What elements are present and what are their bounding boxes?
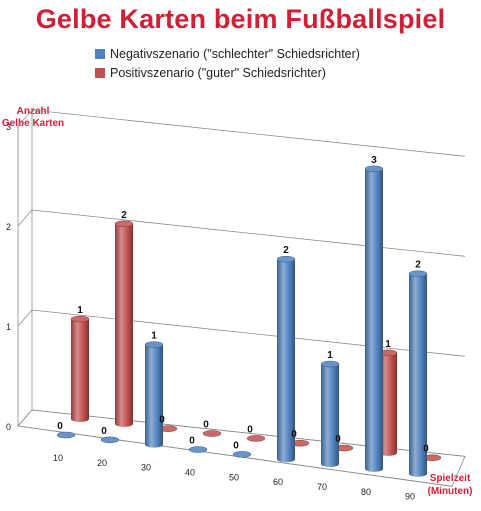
x-tick-label: 20 [97,458,107,468]
bar-top [232,451,252,458]
grid-line [31,109,466,157]
data-label: 0 [189,436,195,447]
data-label: 1 [327,350,333,361]
data-label: 0 [423,444,429,455]
y-axis-label-line-2: Gelbe Karten [1,118,65,129]
bar-top [364,165,384,173]
legend-label-negativ: Negativszenario ("schlechter" Schiedsric… [110,46,360,61]
data-label: 2 [415,260,421,271]
bar-0-6 [320,360,340,468]
grid-line-side [17,309,33,327]
bar-top [56,431,76,439]
data-label: 0 [159,415,165,426]
data-label: 0 [291,429,297,440]
bar-top [188,446,208,453]
bar-0-5 [276,255,296,463]
grid-lines [17,109,466,487]
bar-1-7 [378,349,398,456]
grid-line [31,209,466,257]
legend-label-positiv: Positivszenario ("guter" Schiedsrichter) [110,65,326,80]
y-tick-label: 1 [6,322,11,332]
bar-body [71,319,89,422]
x-tick-labels: 10 20 30 40 50 60 70 80 90 [53,453,415,502]
bar-1-3 [202,430,222,437]
y-tick-label: 3 [6,122,11,132]
chart-title: Gelbe Karten beim Fußballspiel [35,4,446,34]
bar-0-8 [408,270,428,477]
x-axis-label-line-2: (Minuten) [427,486,473,497]
legend-swatch-negativ [95,48,105,59]
x-tick-label: 30 [141,463,151,473]
legend-item-negativ: Negativszenario ("schlechter" Schiedsric… [95,44,360,63]
x-tick-label: 90 [405,492,415,502]
grid-line-side [17,209,33,227]
data-label: 1 [77,305,83,316]
y-tick-label: 0 [6,422,11,432]
bar-0-7 [364,165,384,472]
data-label: 2 [121,210,127,221]
grid-line-side [17,109,33,127]
bar-body [379,352,397,456]
bar-top [320,360,340,368]
y-axis-label: Anzahl Gelbe Karten [0,106,66,130]
bar-top [144,341,164,348]
data-label: 3 [371,155,377,166]
bar-0-1 [100,436,120,444]
bar-top [100,436,120,444]
x-axis-label: Spielzeit (Minuten) [420,472,480,498]
bar-top [114,220,134,228]
data-label: 0 [233,440,239,451]
bar-top [246,435,266,442]
data-label: 0 [57,421,63,432]
bar-top [408,270,428,277]
bar-body [115,223,133,427]
data-label: 0 [335,434,341,445]
x-tick-label: 80 [361,487,371,497]
bar-0-0 [56,431,76,439]
bar-0-4 [232,451,252,458]
bar-top [202,430,222,437]
bar-0-2 [144,341,164,448]
bar-top [276,255,296,263]
bars [56,165,442,477]
data-label: 0 [203,420,209,431]
data-label: 0 [247,424,253,435]
x-axis-label-line-1: Spielzeit [429,473,471,484]
x-tick-label: 60 [273,477,283,487]
bar-0-3 [188,446,208,453]
bar-body [277,259,295,463]
data-label: 0 [101,426,107,437]
bar-top [70,315,90,323]
legend: Negativszenario ("schlechter" Schiedsric… [95,44,360,82]
x-tick-label: 10 [53,453,63,463]
bar-body [145,344,163,448]
data-label: 2 [283,245,289,256]
x-tick-label: 40 [185,468,195,478]
legend-item-positiv: Positivszenario ("guter" Schiedsrichter) [95,63,360,82]
y-axis-label-line-1: Anzahl [16,106,50,117]
data-label: 1 [151,331,157,342]
y-tick-labels: 0 1 2 3 [6,122,11,432]
y-tick-label: 2 [6,222,11,232]
data-label: 1 [385,339,391,350]
bar-1-0 [70,315,90,422]
bar-body [409,273,427,477]
x-tick-label: 70 [317,482,327,492]
legend-swatch-positiv [95,67,105,78]
bar-1-4 [246,435,266,442]
bar-1-1 [114,220,134,427]
bar-body [321,364,339,468]
grid-line [31,309,466,357]
x-tick-label: 50 [229,472,239,482]
bar-body [365,168,383,472]
